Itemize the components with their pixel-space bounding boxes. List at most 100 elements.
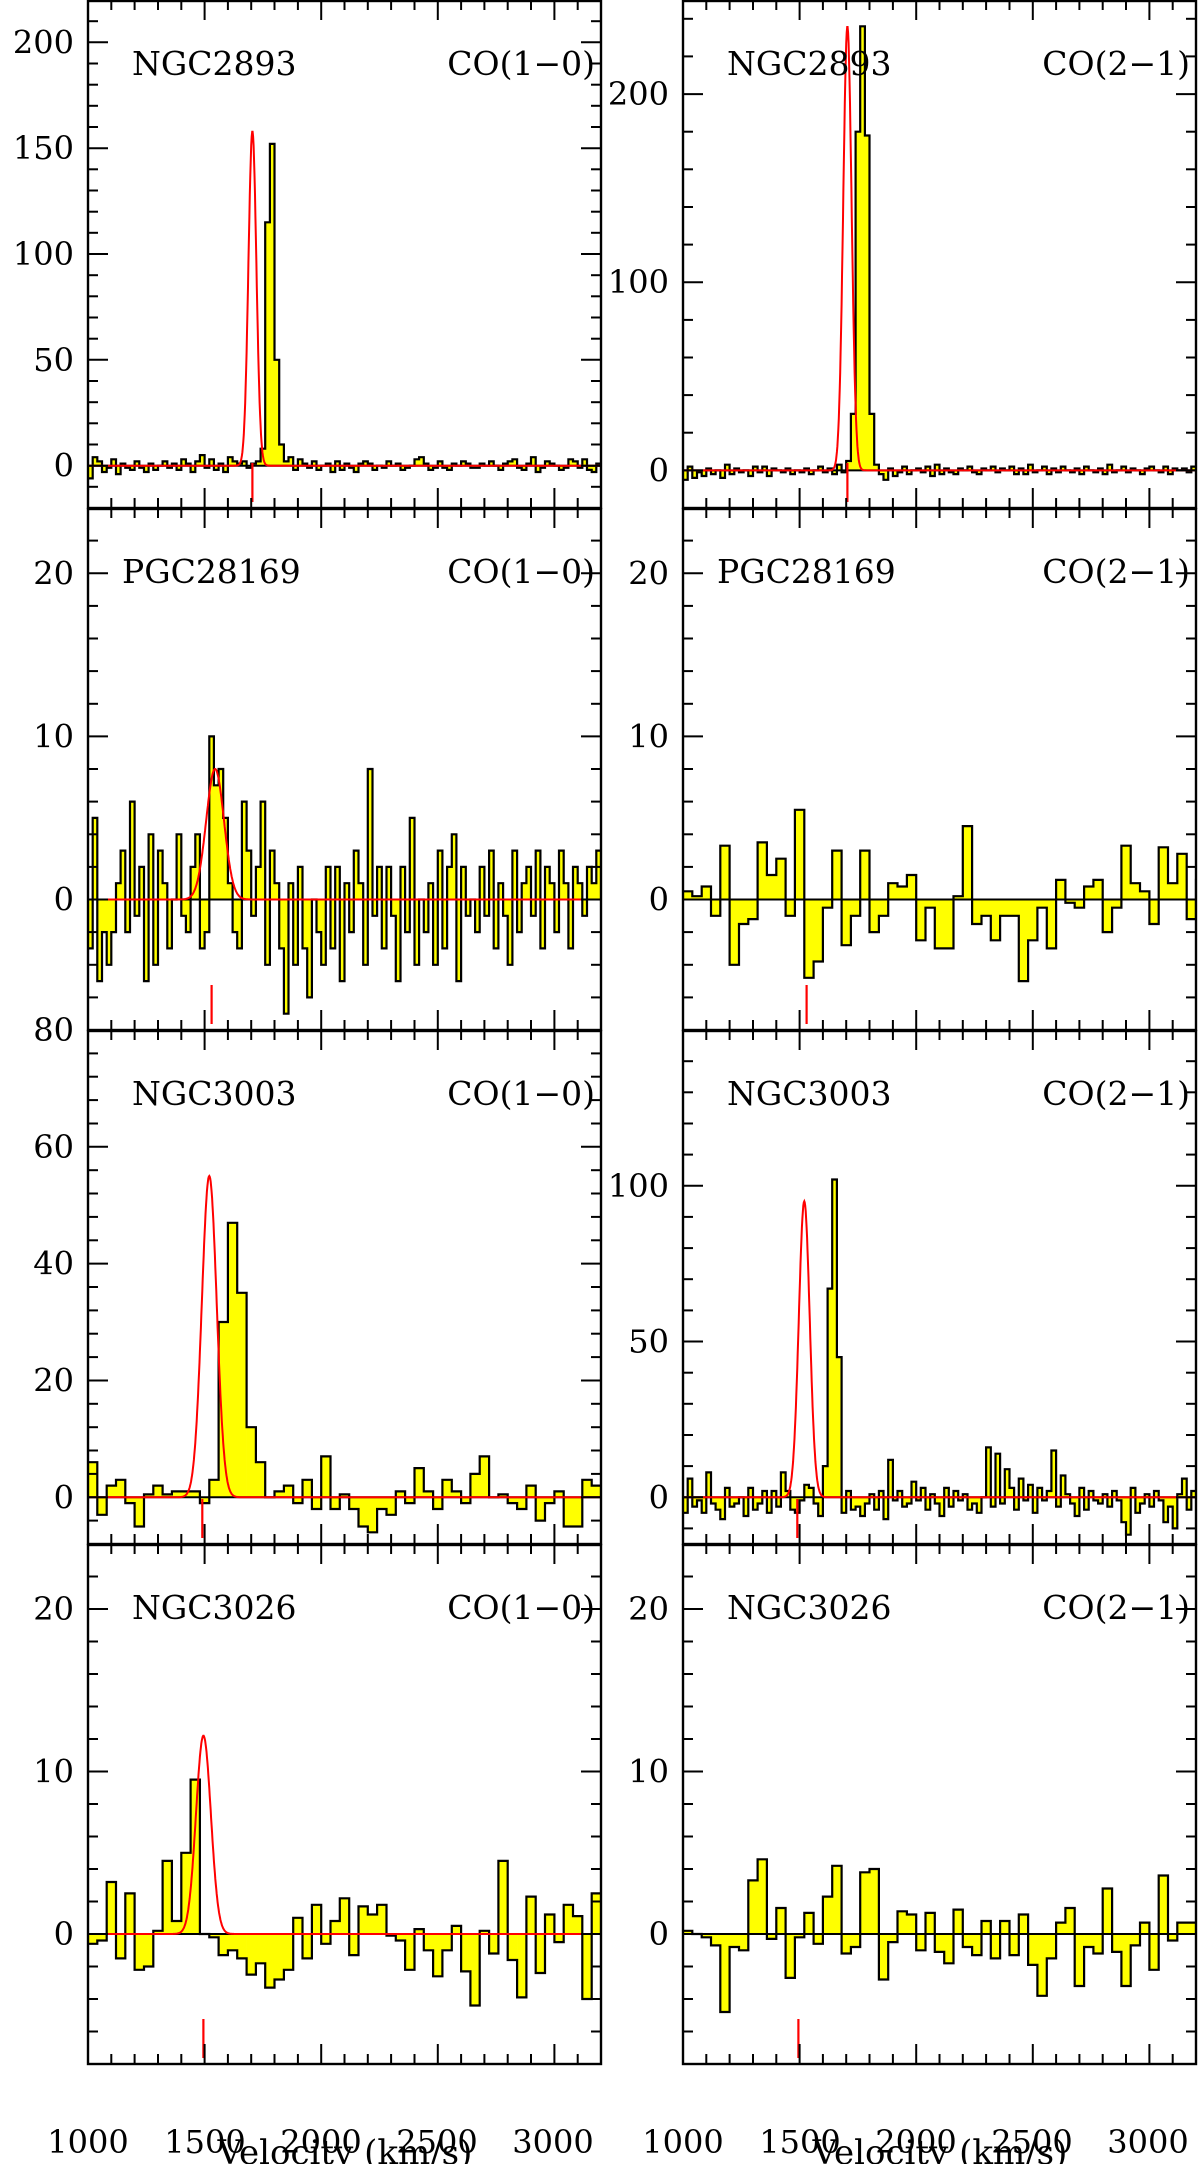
bar-pgc28169-co10-50 (321, 899, 327, 965)
gaussian-fit-curve (683, 26, 1196, 472)
bar-pgc28169-co21-26 (925, 899, 936, 908)
bar-pgc28169-co10-8 (125, 899, 131, 933)
bar-pgc28169-co10-87 (493, 899, 499, 949)
y-tick-label: 100 (608, 1167, 669, 1205)
bar-ngc3026-co10-42 (479, 1930, 490, 1935)
bar-ngc2893-co10-57 (353, 465, 359, 472)
bar-pgc28169-co10-28 (218, 769, 224, 900)
spectrum-outline (683, 1178, 1196, 1536)
bar-ngc2893-co10-96 (535, 465, 541, 472)
bar-ngc3003-co10-29 (358, 1497, 369, 1527)
bar-pgc28169-co10-69 (409, 817, 415, 900)
bar-ngc2893-co10-43 (288, 457, 294, 466)
bar-pgc28169-co21-50 (1149, 899, 1160, 924)
bar-ngc3003-co10-17 (246, 1427, 257, 1498)
bar-pgc28169-co10-109 (596, 850, 601, 900)
y-tick-label: 0 (54, 1478, 74, 1516)
bar-ngc2893-co10-16 (162, 461, 168, 466)
bar-pgc28169-co21-18 (850, 899, 861, 916)
bar-ngc3003-co21-98 (1140, 1497, 1146, 1504)
bar-ngc3026-co10-8 (162, 1860, 173, 1934)
bar-ngc3003-co21-77 (1042, 1497, 1048, 1501)
bar-ngc3026-co10-26 (330, 1921, 341, 1934)
y-tick-label: 0 (649, 1478, 669, 1516)
bar-ngc3003-co10-18 (255, 1462, 266, 1498)
bar-pgc28169-co10-12 (144, 899, 150, 982)
spectrum-outline (88, 735, 601, 1015)
co-transition-label: CO(1−0) (447, 1588, 595, 1627)
panel-ngc2893-co21: 0 100 200 NGC2893 CO(2−1) (608, 0, 1198, 510)
bar-ngc3003-co21-91 (1107, 1497, 1113, 1507)
co-transition-label: CO(2−1) (1042, 44, 1190, 83)
bar-ngc3026-co10-45 (507, 1934, 518, 1960)
bar-ngc3026-co10-48 (535, 1934, 546, 1973)
bar-pgc28169-co10-2 (97, 899, 103, 982)
bar-ngc2893-co21-27 (808, 470, 814, 475)
bar-pgc28169-co21-2 (701, 886, 712, 900)
bar-ngc3026-co10-30 (367, 1914, 378, 1934)
bar-pgc28169-co10-45 (297, 866, 303, 900)
bar-ngc3003-co21-36 (850, 1497, 856, 1510)
bar-ngc2893-co10-44 (293, 465, 299, 470)
bar-ngc3026-co21-24 (906, 1914, 917, 1934)
bar-ngc3003-co21-32 (832, 1179, 838, 1498)
bar-ngc3003-co10-8 (162, 1494, 173, 1498)
bar-ngc2893-co10-103 (568, 459, 574, 466)
bar-ngc2893-co21-90 (1102, 470, 1108, 475)
bar-ngc3003-co21-59 (958, 1497, 964, 1501)
bar-pgc28169-co10-53 (335, 866, 341, 900)
bar-pgc28169-co10-27 (213, 785, 219, 900)
bar-pgc28169-co21-16 (832, 850, 842, 900)
y-tick-label: 20 (33, 1590, 74, 1628)
bar-ngc3026-co21-45 (1102, 1888, 1113, 1934)
bar-ngc2893-co10-88 (498, 465, 504, 470)
bar-ngc3003-co21-90 (1102, 1494, 1108, 1498)
co-transition-label: CO(1−0) (447, 1074, 595, 1113)
spectrum-outline (683, 25, 1196, 481)
bar-ngc3026-co21-35 (1009, 1934, 1020, 1956)
bar-ngc3003-co21-35 (846, 1491, 852, 1498)
bar-pgc28169-co10-30 (227, 883, 233, 900)
bar-pgc28169-co21-22 (888, 883, 898, 900)
bar-pgc28169-co21-1 (692, 896, 702, 900)
panel-plot-area (88, 1174, 601, 1534)
bar-ngc3026-co10-17 (246, 1934, 257, 1975)
y-tick-label: 0 (54, 1915, 74, 1953)
bar-ngc2893-co10-80 (461, 461, 467, 466)
x-tick-label-right-3000: 3000 (1107, 2123, 1188, 2161)
bar-ngc2893-co10-41 (279, 444, 285, 466)
bar-ngc3003-co21-105 (1172, 1497, 1178, 1529)
bar-ngc3026-co10-2 (106, 1882, 117, 1934)
bar-ngc3003-co21-75 (1032, 1497, 1038, 1513)
bar-ngc3026-co21-10 (776, 1908, 786, 1934)
spectrum-outline (88, 1778, 601, 2007)
bar-pgc28169-co10-96 (535, 850, 541, 900)
panel-plot-area (88, 1734, 601, 2007)
bar-ngc3026-co21-11 (785, 1934, 796, 1978)
bar-ngc3026-co10-25 (321, 1934, 331, 1944)
bar-ngc2893-co21-43 (883, 470, 889, 480)
bar-pgc28169-co10-17 (167, 899, 173, 949)
bar-ngc3003-co10-54 (591, 1485, 601, 1498)
bar-ngc3003-co21-71 (1014, 1497, 1020, 1510)
bar-ngc3003-co10-42 (479, 1456, 490, 1498)
bar-ngc2893-co21-94 (1121, 466, 1127, 471)
bar-ngc3026-co21-7 (748, 1880, 758, 1934)
bar-pgc28169-co10-13 (148, 834, 154, 900)
x-axis-title-left: Velocity (km/s) (217, 2133, 473, 2164)
bar-ngc3003-co21-15 (753, 1497, 759, 1510)
bar-ngc2893-co21-39 (864, 135, 870, 471)
bar-pgc28169-co10-62 (377, 866, 383, 900)
bar-ngc3003-co10-27 (339, 1494, 350, 1498)
bar-pgc28169-co10-60 (367, 769, 373, 900)
bar-pgc28169-co21-15 (822, 899, 833, 908)
bar-pgc28169-co21-44 (1093, 879, 1104, 900)
bar-ngc3026-co10-19 (265, 1934, 275, 1988)
bar-pgc28169-co10-49 (316, 899, 322, 933)
bar-pgc28169-co10-3 (102, 899, 108, 933)
bar-ngc3026-co21-54 (1186, 1922, 1196, 1934)
bar-ngc2893-co21-33 (836, 464, 842, 471)
panel-ngc3003-co10: 0 20 40 60 80 NGC3003 CO(1−0) (33, 1011, 603, 1546)
bar-pgc28169-co10-38 (265, 899, 271, 965)
bar-ngc3003-co10-39 (451, 1491, 462, 1498)
